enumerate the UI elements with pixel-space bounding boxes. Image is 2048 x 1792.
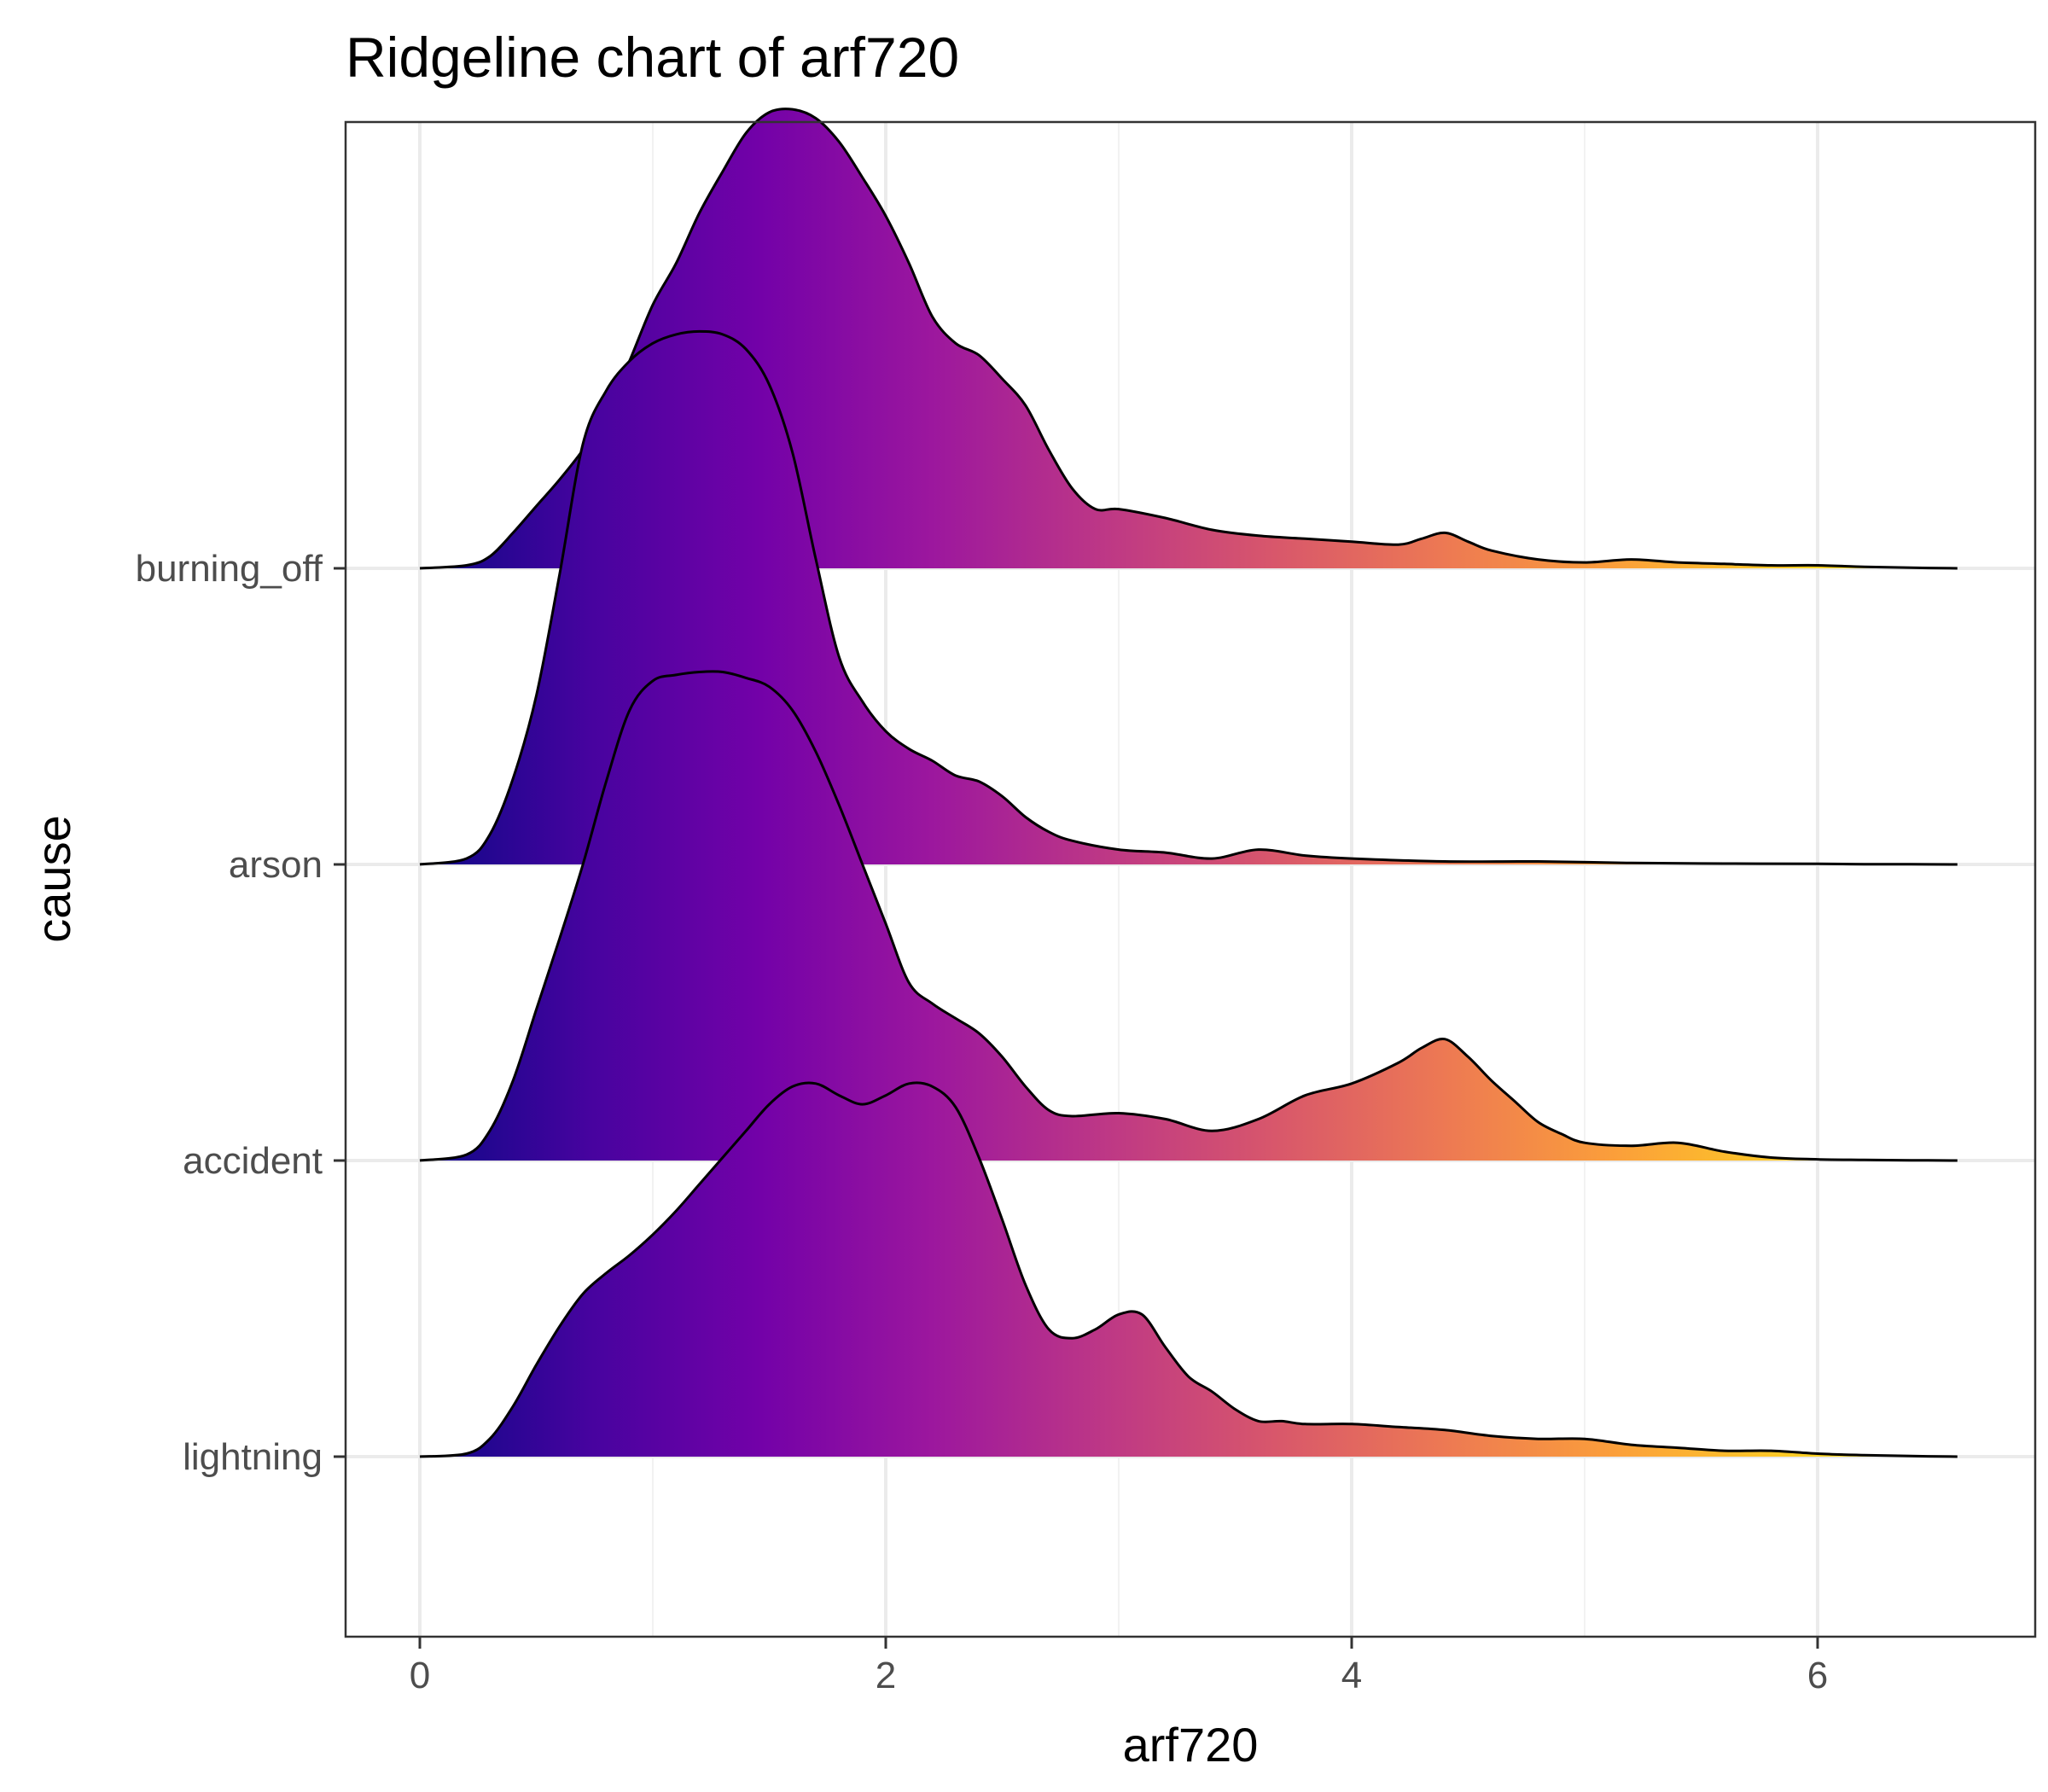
ridge-line-lightning — [419, 1081, 1958, 1458]
panel-border — [344, 120, 2037, 1638]
x-tick-label: 2 — [876, 1655, 896, 1696]
x-axis-title: arf720 — [1123, 1718, 1259, 1772]
ridge-fill-lightning — [420, 1082, 1958, 1457]
y-tick-label: arson — [229, 844, 323, 886]
x-tick-label: 0 — [410, 1655, 430, 1696]
ridge-line-arson — [419, 329, 1958, 866]
ridge-fill-accident — [420, 671, 1958, 1161]
ridge-accident — [419, 670, 1958, 1162]
y-tick-label: lightning — [183, 1436, 323, 1478]
y-tick-label: accident — [183, 1140, 323, 1182]
ridge-line-accident — [419, 670, 1958, 1162]
axes: 0 2 4 6 lightning accident arson burning_off — [136, 548, 1829, 1696]
ridge-fill-burning_off — [420, 108, 1958, 568]
x-tick-label: 6 — [1807, 1655, 1828, 1696]
y-tick-label: burning_off — [136, 548, 323, 590]
ridges — [419, 108, 1958, 1458]
ridge-lightning — [419, 1081, 1958, 1458]
chart-title: Ridgeline chart of arf720 — [346, 26, 959, 89]
x-tick-label: 4 — [1341, 1655, 1362, 1696]
y-axis-title: cause — [26, 815, 80, 942]
